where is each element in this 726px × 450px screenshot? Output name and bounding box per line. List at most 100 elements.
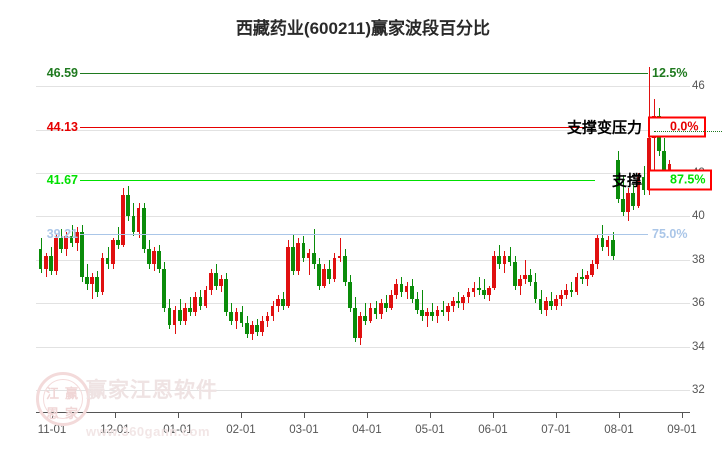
x-axis-tick-mark	[304, 412, 305, 418]
candle-body	[121, 194, 125, 245]
gridline-y	[36, 347, 690, 348]
candle-body	[260, 320, 265, 332]
candle-body	[564, 290, 569, 295]
level-price-label: 44.13	[46, 120, 78, 134]
candle-body	[569, 290, 574, 293]
candle-body	[270, 305, 275, 317]
candle-body	[146, 249, 151, 265]
candle-body	[363, 316, 368, 321]
chart-plot-area	[36, 60, 690, 412]
candle-body	[523, 275, 527, 280]
candle-body	[79, 231, 84, 278]
candle-body	[404, 285, 409, 293]
candle-body	[239, 312, 244, 323]
candle-body	[152, 251, 156, 265]
watermark-brand: 赢家江恩软件	[86, 379, 218, 402]
candle-body	[574, 277, 579, 293]
candle-wick	[118, 227, 119, 250]
candle-body	[322, 268, 326, 286]
candle-body	[208, 272, 213, 291]
candle-wick	[92, 272, 93, 299]
candle-body	[394, 283, 399, 295]
candle-body	[384, 303, 388, 308]
y-axis-tick-label: 34	[692, 341, 705, 353]
candle-body	[430, 312, 435, 317]
candle-body	[358, 316, 362, 339]
candle-body	[116, 240, 120, 245]
x-axis-tick-label: 06-01	[478, 424, 508, 436]
candle-body	[621, 199, 625, 213]
candle-wick	[365, 303, 366, 326]
x-axis-tick-label: 08-01	[604, 424, 634, 436]
candle-body	[368, 307, 373, 321]
candle-body	[69, 236, 74, 243]
candle-body	[234, 312, 239, 321]
candle-body	[610, 240, 615, 256]
candle-wick	[314, 229, 315, 269]
candle-body	[466, 292, 471, 297]
candle-body	[579, 277, 584, 280]
x-axis-tick-mark	[682, 412, 683, 418]
candle-body	[559, 294, 564, 299]
candle-body	[507, 255, 512, 263]
reference-line-41-67	[80, 180, 595, 181]
x-axis-tick-label: 03-01	[289, 424, 319, 436]
candle-body	[461, 296, 466, 304]
candle-body	[213, 272, 218, 286]
candle-body	[425, 312, 429, 317]
x-axis-tick-label: 11-01	[37, 424, 67, 436]
candle-body	[38, 249, 43, 269]
candle-body	[420, 309, 424, 317]
gridline-y	[36, 390, 690, 391]
x-axis-tick-mark	[115, 412, 116, 418]
candle-body	[471, 288, 476, 293]
page-title: 西藏药业(600211)赢家波段百分比	[235, 19, 491, 38]
watermark-seal-char-0: 江	[46, 386, 60, 401]
candle-body	[43, 255, 48, 269]
candle-body	[229, 312, 234, 321]
candle-body	[585, 275, 589, 280]
x-axis-tick-label: 07-01	[541, 424, 571, 436]
candle-body	[193, 296, 198, 313]
candle-body	[131, 216, 136, 232]
candle-body	[636, 177, 641, 206]
candle-body	[445, 305, 450, 313]
candle-body	[502, 255, 507, 265]
candle-body	[590, 264, 594, 276]
candle-body	[414, 299, 419, 310]
candle-wick	[72, 225, 73, 247]
candle-body	[605, 240, 610, 247]
watermark-seal-ring	[43, 379, 83, 419]
candle-body	[286, 246, 290, 306]
level-percent-label: 75.0%	[652, 227, 688, 241]
candle-body	[487, 288, 491, 295]
x-axis-tick-mark	[178, 412, 179, 418]
candle-body	[518, 279, 522, 286]
candle-body	[250, 325, 254, 334]
candle-body	[110, 240, 115, 265]
candle-body	[616, 159, 620, 200]
candle-wick	[479, 277, 480, 295]
level-price-label: 46.59	[46, 66, 78, 80]
candle-body	[198, 296, 203, 306]
candle-body	[631, 192, 636, 206]
x-axis-tick-mark	[493, 412, 494, 418]
candle-body	[646, 138, 651, 191]
gridline-y	[36, 173, 690, 174]
candle-body	[49, 255, 53, 271]
candle-body	[641, 177, 646, 191]
candle-wick	[525, 259, 526, 284]
y-axis-tick-label: 36	[692, 297, 705, 309]
candle-body	[512, 262, 517, 286]
candle-body	[74, 231, 79, 243]
candle-body	[373, 307, 378, 315]
candle-body	[265, 316, 270, 321]
candle-wick	[602, 225, 603, 252]
watermark-seal: 江 赢 恩 家	[36, 372, 90, 426]
candle-body	[54, 238, 58, 271]
x-axis-line	[36, 412, 690, 413]
candle-body	[337, 255, 342, 258]
candle-body	[136, 207, 141, 232]
candle-body	[554, 299, 558, 306]
gridline-y	[36, 260, 690, 261]
